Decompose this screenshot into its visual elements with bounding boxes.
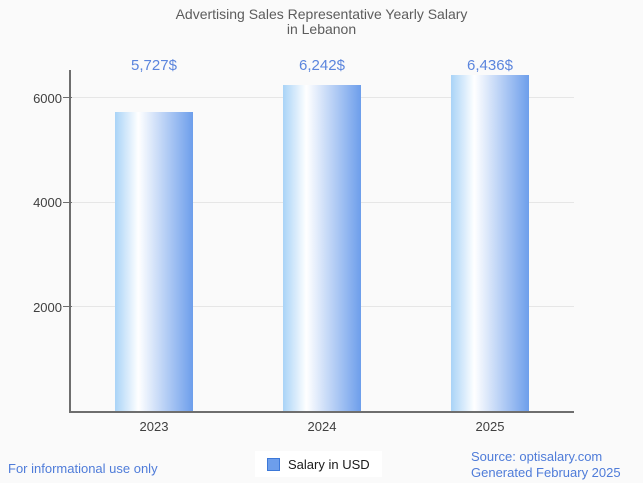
bar-2023[interactable] [115,111,193,411]
y-axis-label: 2000 [33,299,62,315]
x-axis-label: 2024 [307,419,337,434]
chart-title-line1: Advertising Sales Representative Yearly … [175,6,468,22]
chart-title: Advertising Sales Representative Yearly … [0,7,643,37]
x-axis-label: 2025 [475,419,505,434]
legend-swatch-icon [267,457,280,471]
bar-annotation-2023: 5,727$ [131,57,177,74]
footer-source-link[interactable]: Source: optisalary.com [471,449,603,464]
y-axis-label: 4000 [33,195,62,210]
legend: Salary in USD [255,451,382,477]
y-axis-label: 6000 [33,90,62,106]
bar-2025[interactable] [451,74,529,411]
footer-generated-text: Generated February 2025 [471,465,621,480]
y-tick-2000 [63,306,72,307]
x-axis-line [69,411,574,413]
bar-annotation-2024: 6,242$ [299,57,345,74]
chart-title-line2: in Lebanon [286,21,357,37]
x-axis-label: 2023 [139,419,169,434]
footer-attribution: Source: optisalary.com Generated Februar… [471,449,621,481]
y-axis-line [69,70,71,413]
y-tick-6000 [63,97,72,98]
footer-disclaimer: For informational use only [8,461,158,476]
bar-2024[interactable] [283,84,361,411]
bar-annotation-2025: 6,436$ [467,57,513,74]
legend-label: Salary in USD [288,456,370,472]
y-tick-4000 [63,201,72,203]
